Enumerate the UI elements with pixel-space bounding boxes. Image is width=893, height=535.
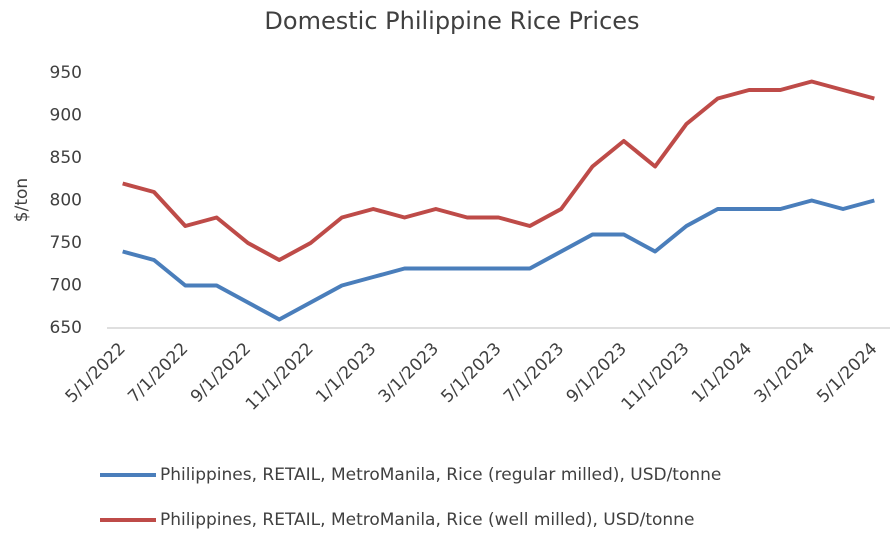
x-tick-label: 5/1/2023 bbox=[437, 339, 505, 407]
x-tick-label: 7/1/2022 bbox=[124, 339, 192, 407]
chart-title: Domestic Philippine Rice Prices bbox=[264, 7, 639, 35]
x-tick-label: 7/1/2023 bbox=[500, 339, 568, 407]
y-tick-label: 700 bbox=[50, 276, 82, 296]
y-tick-label: 750 bbox=[50, 233, 82, 253]
x-tick-label: 11/1/2023 bbox=[618, 339, 694, 415]
legend-label: Philippines, RETAIL, MetroManila, Rice (… bbox=[160, 510, 694, 530]
x-tick-label: 11/1/2022 bbox=[242, 339, 318, 415]
line-series bbox=[122, 79, 875, 262]
x-tick-label: 1/1/2023 bbox=[312, 339, 380, 407]
y-axis-label: $/ton bbox=[12, 178, 32, 222]
x-tick-label: 5/1/2022 bbox=[62, 339, 130, 407]
x-tick-label: 1/1/2024 bbox=[688, 339, 756, 407]
y-tick-label: 800 bbox=[50, 191, 82, 211]
x-tick-label: 5/1/2024 bbox=[813, 339, 881, 407]
legend-label: Philippines, RETAIL, MetroManila, Rice (… bbox=[160, 465, 721, 485]
line-series bbox=[122, 198, 875, 322]
x-tick-label: 3/1/2024 bbox=[751, 339, 819, 407]
y-tick-label: 850 bbox=[50, 148, 82, 168]
y-tick-label: 950 bbox=[50, 63, 82, 83]
y-tick-label: 650 bbox=[50, 318, 82, 338]
x-tick-label: 3/1/2023 bbox=[375, 339, 443, 407]
y-tick-label: 900 bbox=[50, 106, 82, 126]
